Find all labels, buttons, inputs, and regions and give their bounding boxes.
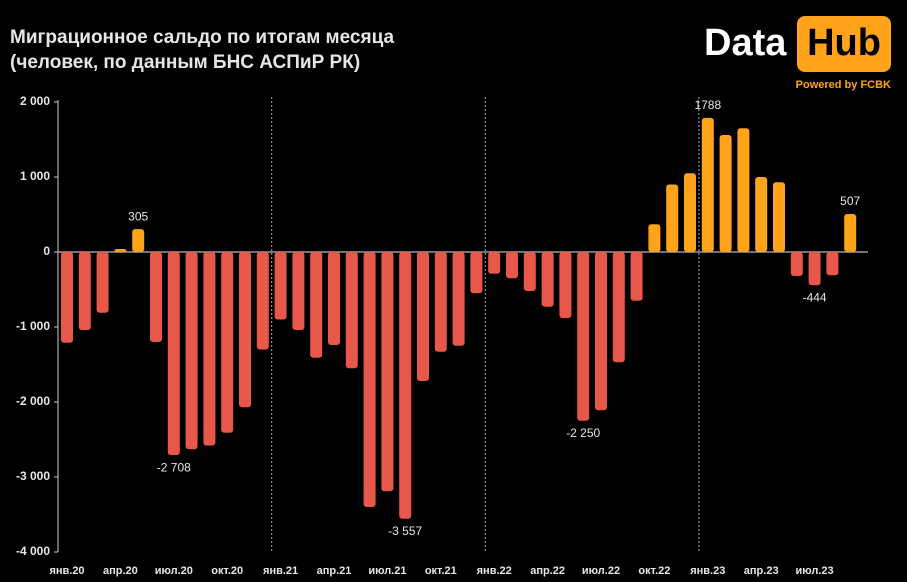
bar [559,252,572,318]
bar [737,128,750,252]
bar [506,252,518,279]
bar [132,229,145,252]
bar [381,252,394,492]
x-tick-label: июл.22 [582,565,620,577]
bar [595,252,607,411]
y-tick-label: 2 000 [20,94,50,108]
bar [167,252,180,456]
bar [292,252,305,330]
bar [577,252,590,421]
bar [790,252,803,276]
bar [666,184,679,252]
x-tick-label: янв.20 [49,565,84,577]
value-label: -444 [803,290,827,304]
x-tick-label: июл.23 [796,565,834,577]
logo-tagline: Powered by FCBK [796,79,891,91]
value-label: -3 557 [388,524,422,538]
bar [203,252,216,446]
bar [488,252,501,274]
value-label: 1788 [694,98,721,112]
bar [399,252,412,519]
bar [328,252,340,345]
chart-title: Миграционное сальдо по итогам месяца [10,27,394,48]
bar [256,252,269,350]
bar [541,252,554,307]
bar [523,252,536,291]
bar [434,252,447,352]
bar [310,252,323,358]
bar [61,252,73,343]
x-tick-label: июл.20 [155,565,193,577]
bar [274,252,287,320]
x-tick-label: апр.23 [744,565,779,577]
bar [221,252,234,433]
bar [96,252,109,313]
bar [78,252,91,330]
x-tick-label: апр.21 [317,565,352,577]
bar [452,252,465,346]
x-tick-label: июл.21 [368,565,406,577]
x-tick-label: апр.22 [530,565,565,577]
y-tick-label: -4 000 [16,544,50,558]
bar [185,252,198,450]
bar [345,252,358,369]
y-tick-label: -1 000 [16,319,50,333]
bar [648,224,661,252]
x-tick-label: янв.21 [263,565,298,577]
bar [612,252,625,363]
bar [150,252,162,342]
x-tick-label: окт.21 [425,565,457,577]
bar [684,173,696,252]
bar [239,252,251,408]
bar [773,182,785,252]
bar [363,252,376,507]
y-tick-label: -3 000 [16,469,50,483]
bar [701,117,714,253]
value-label: -2 250 [566,426,600,440]
x-tick-label: окт.22 [638,565,670,577]
logo-box [797,16,891,72]
bar [808,252,821,286]
bar [826,252,839,276]
x-tick-label: окт.20 [211,565,243,577]
value-label: -2 708 [157,460,191,474]
x-tick-label: янв.23 [690,565,725,577]
y-tick-label: 0 [43,244,50,258]
value-label: 507 [840,194,860,208]
bar [417,252,429,381]
y-tick-label: -2 000 [16,394,50,408]
bar [470,252,483,294]
bar [630,252,643,301]
x-tick-label: апр.20 [103,565,138,577]
value-label: 305 [128,209,148,223]
bar [114,249,127,252]
bar [719,135,732,252]
logo-word: Hub [807,22,881,64]
bar [844,213,857,252]
chart-subtitle: (человек, по данным БНС АСПиР РК) [10,52,360,73]
x-tick-label: янв.22 [477,565,512,577]
logo-word: Data [704,22,787,64]
y-tick-label: 1 000 [20,169,50,183]
bar [755,177,768,252]
